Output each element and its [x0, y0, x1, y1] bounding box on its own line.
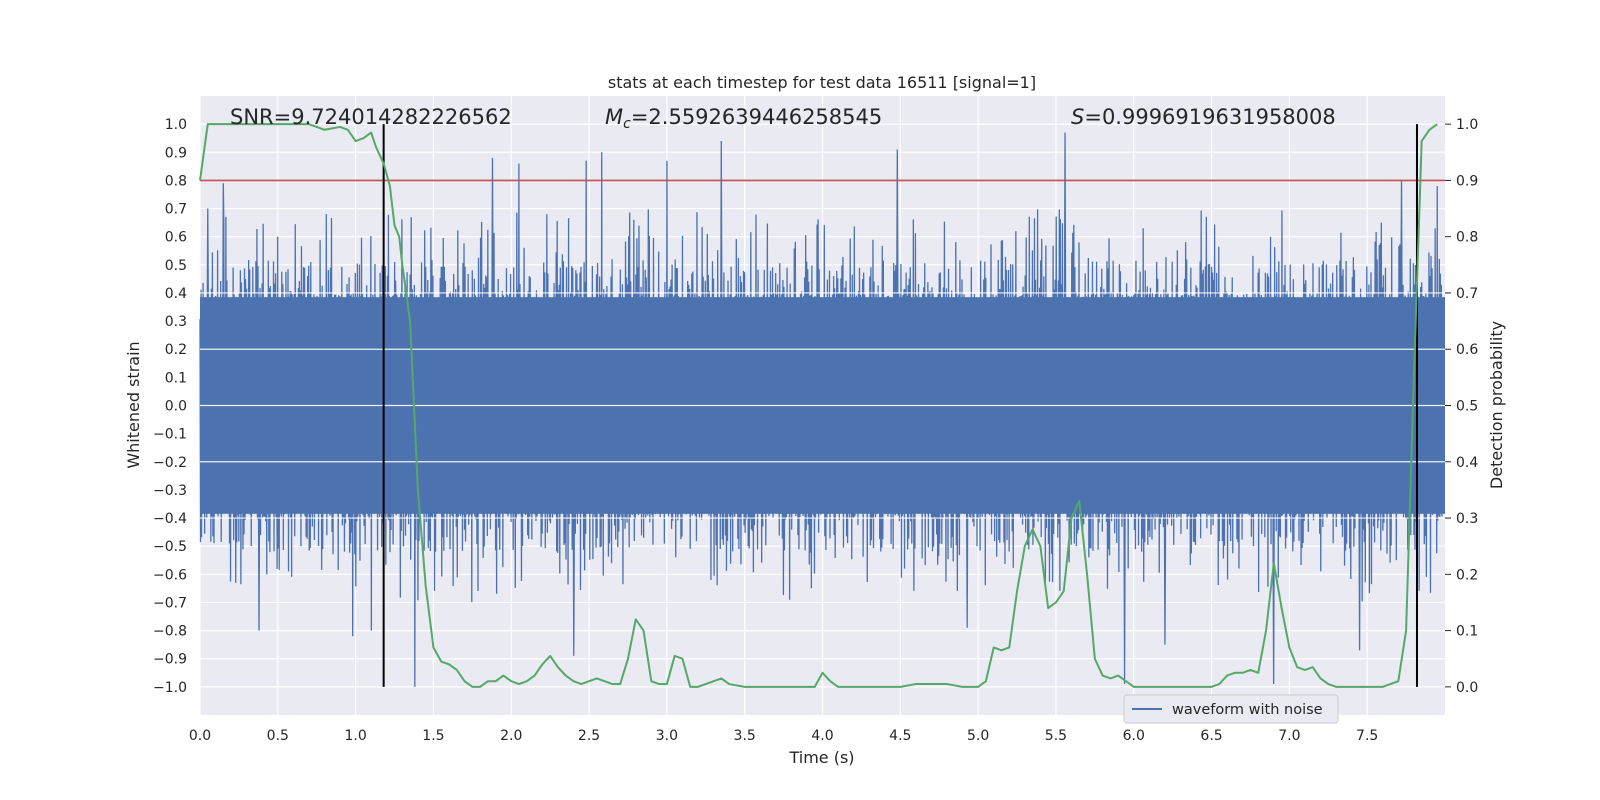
x-tick-label: 2.0	[500, 728, 522, 744]
x-tick-label: 7.5	[1356, 728, 1378, 744]
y-tick-label: 1.0	[165, 117, 187, 133]
y2-tick-label: 0.1	[1456, 624, 1478, 640]
mc-subscript: c	[623, 116, 631, 132]
chart-title: stats at each timestep for test data 165…	[608, 73, 1036, 92]
y-tick-label: −0.9	[153, 652, 187, 668]
x-tick-label: 4.0	[811, 728, 833, 744]
legend: waveform with noise	[1123, 694, 1339, 724]
y-tick-label: −0.1	[153, 427, 187, 443]
probability-line	[199, 123, 1438, 688]
y-tick-label: −0.6	[153, 567, 187, 583]
x-axis-label: Time (s)	[788, 748, 854, 767]
y-tick-label: −0.2	[153, 455, 187, 471]
x-tick-label: 3.0	[656, 728, 678, 744]
y-tick-label: 0.2	[165, 342, 187, 358]
y2-axis-label: Detection probability	[1487, 321, 1506, 489]
y-tick-label: 0.1	[165, 370, 187, 386]
s-value: =0.9996919631958008	[1084, 105, 1335, 129]
x-tick-label: 3.5	[734, 728, 756, 744]
overlay-layer	[200, 124, 1445, 687]
legend-entry-waveform: waveform with noise	[1172, 702, 1323, 718]
y-tick-label: −0.5	[153, 539, 187, 555]
y-axis-ticks: −1.0 −0.9 −0.8 −0.7 −0.6 −0.5 −0.4 −0.3 −0.2 −0.1…	[153, 117, 187, 696]
y2-tick-label: 0.4	[1456, 455, 1478, 471]
score-annotation: S=0.9996919631958008	[1071, 105, 1336, 129]
y2-tick-label: 0.7	[1456, 286, 1478, 302]
x-tick-label: 6.5	[1200, 728, 1222, 744]
x-tick-label: 5.5	[1045, 728, 1067, 744]
x-tick-label: 4.5	[889, 728, 911, 744]
y2-tick-label: 0.9	[1456, 173, 1478, 189]
x-tick-label: 0.0	[189, 728, 211, 744]
y2-tick-label: 0.0	[1456, 680, 1478, 696]
y-tick-label: −0.4	[153, 511, 187, 527]
x-axis-ticks: 0.0 0.5 1.0 1.5 2.0 2.5 3.0 3.5 4.0 4.5 5.0 5.5 6.0 6…	[189, 728, 1378, 744]
y-tick-label: −1.0	[153, 680, 187, 696]
y2-tick-label: 0.6	[1456, 342, 1478, 358]
y2-tick-label: 0.8	[1456, 230, 1478, 246]
y2-tick-label: 0.5	[1456, 399, 1478, 415]
y-axis-label: Whitened strain	[124, 341, 143, 468]
x-tick-label: 2.5	[578, 728, 600, 744]
s-symbol: S	[1071, 105, 1084, 129]
x-tick-label: 0.5	[267, 728, 289, 744]
mc-value: =2.5592639446258545	[631, 105, 882, 129]
y2-tick-label: 0.3	[1456, 511, 1478, 527]
y-tick-label: 0.7	[165, 202, 187, 218]
x-tick-label: 6.0	[1123, 728, 1145, 744]
probability-series	[199, 123, 1438, 688]
y-tick-label: −0.8	[153, 624, 187, 640]
legend-box	[1123, 694, 1339, 724]
y-tick-label: 0.8	[165, 173, 187, 189]
x-tick-label: 5.0	[967, 728, 989, 744]
y-tick-label: 0.5	[165, 258, 187, 274]
y-tick-label: 0.9	[165, 145, 187, 161]
y2-tick-label: 1.0	[1456, 117, 1478, 133]
y-tick-label: 0.3	[165, 314, 187, 330]
y-tick-label: −0.3	[153, 483, 187, 499]
x-tick-label: 7.0	[1278, 728, 1300, 744]
x-tick-label: 1.0	[344, 728, 366, 744]
y-tick-label: 0.6	[165, 230, 187, 246]
y-tick-label: −0.7	[153, 595, 187, 611]
snr-annotation: SNR=9.724014282226562	[230, 105, 512, 129]
y2-axis-ticks: 0.0 0.1 0.2 0.3 0.4 0.5 0.6 0.7 0.8 0.9 1.0	[1445, 117, 1478, 696]
y2-tick-label: 0.2	[1456, 567, 1478, 583]
x-tick-label: 1.5	[422, 728, 444, 744]
chirp-mass-annotation: Mc=2.5592639446258545	[605, 105, 882, 132]
mc-symbol: M	[605, 105, 623, 129]
y-tick-label: 0.0	[165, 399, 187, 415]
y-tick-label: 0.4	[165, 286, 187, 302]
